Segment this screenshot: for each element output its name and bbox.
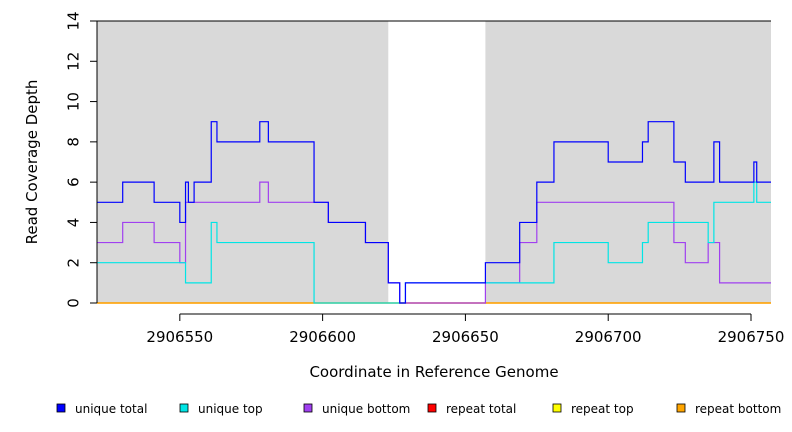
legend-label: repeat total [446, 402, 516, 416]
x-tick-label-2906700: 2906700 [575, 328, 642, 346]
legend-swatch [427, 403, 437, 413]
legend-label: unique top [198, 402, 263, 416]
legend-item-unique-bottom: unique bottom [303, 402, 410, 416]
y-axis-label: Read Coverage Depth [23, 80, 41, 245]
shaded-regions [97, 21, 771, 303]
y-tick-label-2: 2 [65, 258, 83, 268]
x-tick-label-2906750: 2906750 [718, 328, 785, 346]
legend-swatch [552, 403, 562, 413]
axes: 0 2 4 6 8 10 12 14 2906550 2906600 2906650 2906700 2… [65, 11, 785, 346]
legend-label: repeat top [571, 402, 634, 416]
x-tick-label-2906650: 2906650 [432, 328, 499, 346]
legend-label: repeat bottom [695, 402, 781, 416]
x-tick-label-2906550: 2906550 [146, 328, 213, 346]
legend-item-repeat-bottom: repeat bottom [676, 402, 781, 416]
legend-swatch [56, 403, 66, 413]
series-layer [97, 121, 771, 304]
y-tick-label-8: 8 [65, 137, 83, 147]
y-tick-label-6: 6 [65, 177, 83, 187]
legend-item-unique-top: unique top [179, 402, 263, 416]
y-tick-label-0: 0 [65, 298, 83, 308]
legend-item-repeat-top: repeat top [552, 402, 634, 416]
y-tick-label-4: 4 [65, 218, 83, 228]
legend-swatch [179, 403, 189, 413]
shaded-region-1 [97, 21, 389, 303]
legend-label: unique bottom [322, 402, 410, 416]
legend-item-unique-total: unique total [56, 402, 147, 416]
legend-swatch [676, 403, 686, 413]
legend-swatch [303, 403, 313, 413]
legend-item-repeat-total: repeat total [427, 402, 516, 416]
series-line-unique-top [97, 181, 771, 304]
x-axis-label: Coordinate in Reference Genome [309, 363, 558, 381]
y-tick-label-12: 12 [65, 52, 83, 71]
y-tick-label-14: 14 [65, 11, 83, 30]
series-line-unique-total [97, 121, 771, 304]
legend-label: unique total [75, 402, 147, 416]
legend: unique total unique top unique bottom repea… [56, 402, 781, 416]
y-tick-label-10: 10 [65, 92, 83, 111]
x-tick-label-2906600: 2906600 [289, 328, 356, 346]
